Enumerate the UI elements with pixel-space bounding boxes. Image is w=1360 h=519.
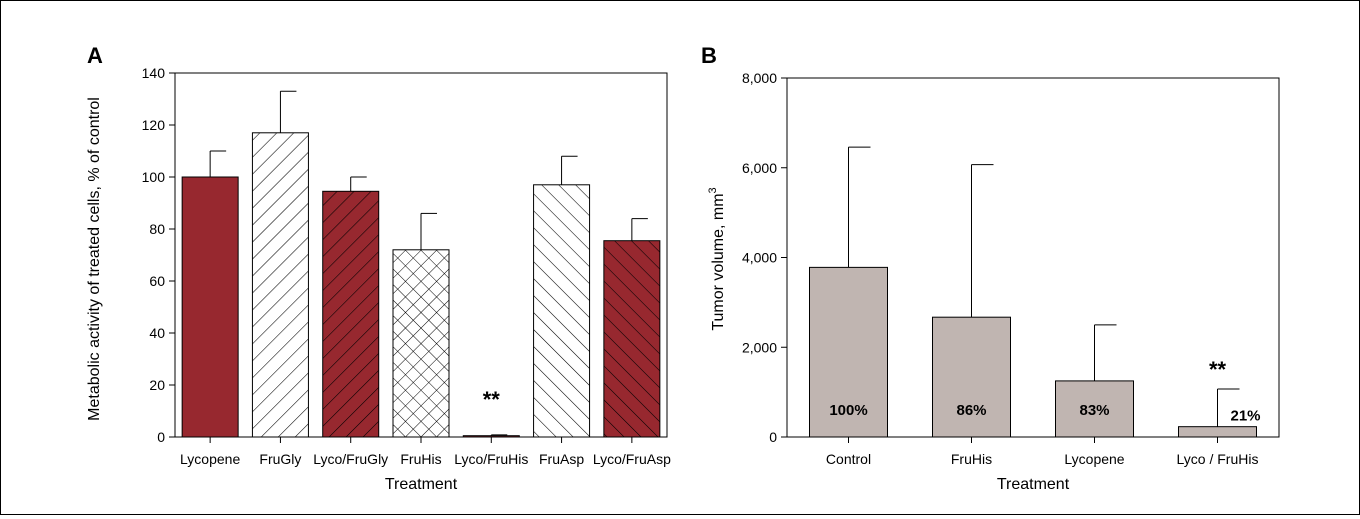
panel-a-y-tick-label: 20 xyxy=(149,377,165,393)
panel-a-y-tick-label: 140 xyxy=(142,65,166,81)
panel-b-bar xyxy=(1178,426,1257,438)
panel-a-y-tick-label: 80 xyxy=(149,221,165,237)
panel-b-chart: B 0 2,000 4,000 6,000 8,000 Control 100% FruHis… xyxy=(701,43,1280,493)
panel-b-y-tick-label: 8,000 xyxy=(742,70,777,86)
panel-a-chart: A 0 20 40 60 80 100 120 140 Lycopene FruGly Lyco/F… xyxy=(86,43,671,493)
panel-a-bar xyxy=(181,176,239,438)
panel-b-y-axis-title: Tumor volume, mm3 xyxy=(707,187,727,330)
panel-a-x-tick-label: FruAsp xyxy=(539,451,584,467)
panel-b-bar-label: 100% xyxy=(829,402,867,419)
panel-b-y-axis-title-superscript: 3 xyxy=(707,187,719,193)
panel-a-y-axis-title: Metabolic activity of treated cells, % o… xyxy=(86,97,103,421)
panel-a-y-tick-label: 120 xyxy=(142,117,166,133)
panel-a-significance-marker: ** xyxy=(483,387,501,412)
panel-a-bar xyxy=(251,132,309,438)
panel-b-bar xyxy=(809,266,888,438)
panel-b-x-axis-title: Treatment xyxy=(997,476,1070,493)
panel-b-bar xyxy=(932,316,1011,438)
panel-a-x-tick-label: Lycopene xyxy=(180,451,240,467)
panel-b-x-tick-label: Control xyxy=(826,451,871,467)
panel-b-letter: B xyxy=(701,43,717,68)
panel-b-y-tick-label: 0 xyxy=(769,429,777,445)
panel-b-x-tick-label: Lyco / FruHis xyxy=(1177,451,1259,467)
panel-b-bar-label: 86% xyxy=(956,402,986,419)
panel-a-bar xyxy=(462,435,520,438)
panel-b-y-tick-label: 4,000 xyxy=(742,250,777,266)
panel-a-x-tick-label: FruGly xyxy=(259,451,301,467)
panel-a-bar xyxy=(392,249,450,438)
panel-a-y-tick-label: 40 xyxy=(149,325,165,341)
panel-b-bar xyxy=(1055,380,1134,438)
panel-b-y-tick-label: 2,000 xyxy=(742,339,777,355)
panel-a-x-tick-label: Lyco/FruAsp xyxy=(593,451,671,467)
panel-a-y-tick-label: 100 xyxy=(142,169,166,185)
panel-b-y-axis-title-text: Tumor volume, mm xyxy=(710,193,727,330)
panel-a-bar xyxy=(322,190,380,438)
panel-a-x-tick-label: Lyco/FruHis xyxy=(454,451,528,467)
panel-a-x-axis-title: Treatment xyxy=(385,476,458,493)
panel-b-x-tick-label: FruHis xyxy=(951,451,992,467)
panel-a-letter: A xyxy=(87,43,103,68)
panel-a-y-tick-label: 60 xyxy=(149,273,165,289)
panel-a-x-tick-label: Lyco/FruGly xyxy=(313,451,388,467)
panel-b-x-tick-label: Lycopene xyxy=(1064,451,1124,467)
panel-b-y-tick-label: 6,000 xyxy=(742,160,777,176)
panel-a-x-tick-label: FruHis xyxy=(400,451,441,467)
panel-b-bar-label: 83% xyxy=(1079,402,1109,419)
panel-a-y-tick-label: 0 xyxy=(157,429,165,445)
panel-b-bar-label: 21% xyxy=(1230,408,1260,425)
panel-b-significance-marker: ** xyxy=(1209,357,1227,382)
panel-a-bar xyxy=(603,240,661,438)
panel-a-bar xyxy=(533,184,591,438)
